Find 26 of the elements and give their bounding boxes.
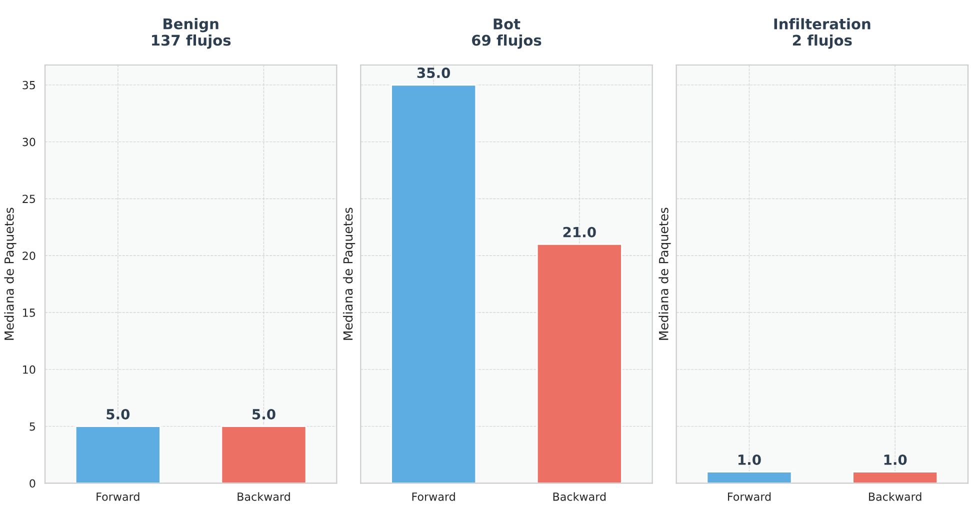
data-label: 1.0	[738, 454, 761, 465]
chart-title: Infilteration 2 flujos	[774, 18, 870, 49]
y-tick-label: 25	[22, 194, 35, 204]
y-tick-label: 15	[23, 308, 35, 317]
x-tick-label: Backward	[238, 492, 290, 501]
chart-title: Bot 69 flujos	[472, 18, 542, 49]
y-axis-title: Mediana de Paquetes	[343, 208, 356, 340]
y-tick-label: 10	[23, 365, 36, 374]
chart-title: Benign 137 flujos	[152, 18, 231, 49]
data-label: 35.0	[417, 68, 450, 78]
y-tick-label: 5	[30, 422, 35, 431]
data-label: 5.0	[252, 408, 276, 420]
data-label: 5.0	[106, 408, 130, 420]
data-label: 1.0	[884, 454, 907, 465]
data-label: 21.0	[563, 226, 596, 238]
x-tick-label: Forward	[728, 492, 771, 501]
y-tick-label: 35	[22, 80, 35, 90]
x-tick-label: Forward	[412, 492, 455, 501]
y-axis-title: Mediana de Paquetes	[658, 208, 671, 340]
y-tick-label: 30	[22, 138, 36, 146]
x-tick-label: Forward	[96, 492, 140, 501]
x-tick-label: Backward	[553, 492, 606, 501]
y-axis-title: Mediana de Paquetes	[4, 208, 16, 340]
x-tick-label: Backward	[869, 492, 922, 501]
y-tick-label: 20	[22, 252, 36, 260]
y-tick-label: 0	[30, 479, 36, 488]
